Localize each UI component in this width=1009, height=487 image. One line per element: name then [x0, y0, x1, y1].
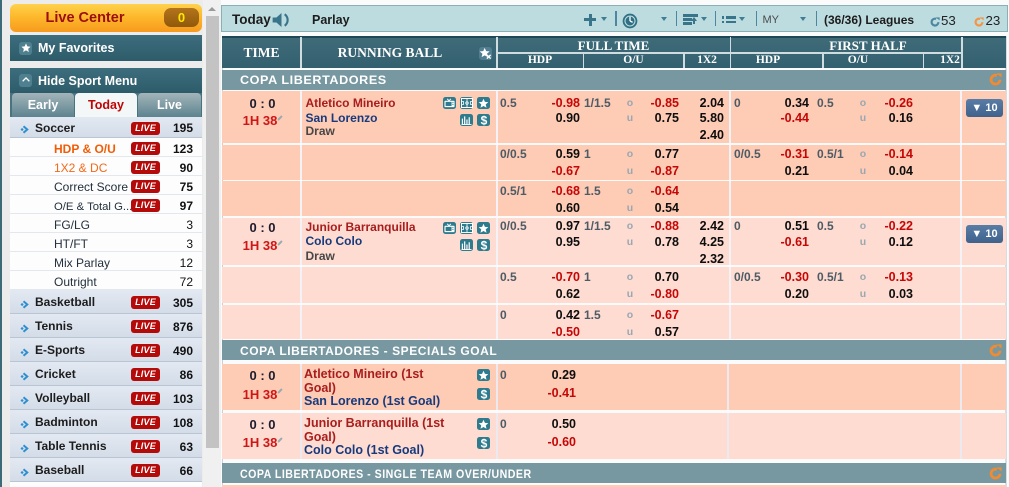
svg-text:$: $ [480, 388, 487, 400]
svg-text:$: $ [480, 437, 487, 449]
svg-text:$: $ [480, 239, 487, 251]
svg-text:$: $ [480, 114, 487, 126]
